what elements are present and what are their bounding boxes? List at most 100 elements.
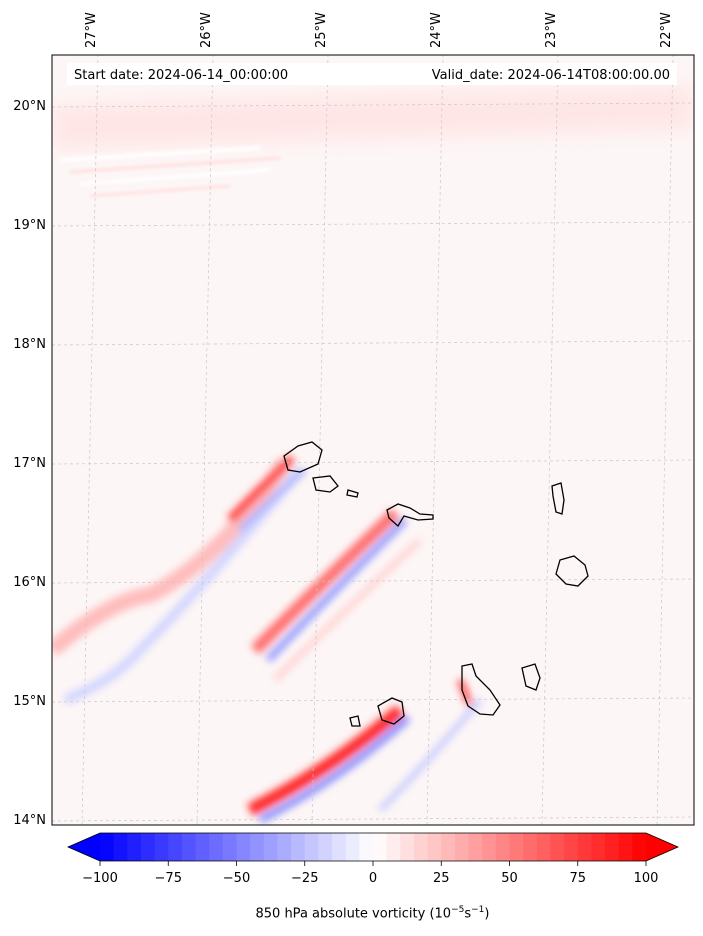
island-brava [349, 715, 361, 727]
island-maio [521, 663, 541, 691]
map-plot-area: Start date: 2024-06-14_00:00:00 Valid_da… [51, 54, 695, 826]
colorbar-segment-7 [195, 833, 210, 861]
colorbar-segment-20 [373, 833, 388, 861]
lat-label-6: 14°N [13, 813, 46, 828]
longitude-labels: 27°W 26°W 25°W 24°W 23°W 22°W [84, 12, 674, 48]
colorbar-label-main: 850 hPa absolute vorticity (10 [255, 906, 452, 922]
colorbar-segment-12 [263, 833, 278, 861]
lat-label-2: 18°N [13, 337, 46, 352]
map-background [52, 55, 694, 825]
colorbar-segment-10 [236, 833, 251, 861]
colorbar: −100 −75 −50 −25 0 25 50 75 100 [67, 832, 679, 886]
lat-label-0: 20°N [13, 99, 46, 114]
colorbar-segment-2 [127, 833, 142, 861]
colorbar-segment-14 [291, 833, 306, 861]
colorbar-segment-22 [400, 833, 415, 861]
colorbar-segment-24 [427, 833, 442, 861]
lon-label-5: 22°W [659, 12, 674, 48]
colorbar-segment-15 [304, 833, 319, 861]
island-sao-nicolau [386, 503, 434, 528]
colorbar-segment-5 [168, 833, 183, 861]
latitude-labels: 20°N 19°N 18°N 17°N 16°N 15°N 14°N [13, 99, 46, 828]
colorbar-label: 850 hPa absolute vorticity (10−5s−1) [0, 905, 703, 921]
colorbar-segment-34 [564, 833, 579, 861]
island-santa-luzia [346, 489, 359, 498]
colorbar-segment-6 [181, 833, 197, 861]
vorticity-field [52, 55, 694, 825]
colorbar-segment-16 [318, 833, 333, 861]
lon-label-3: 24°W [429, 12, 444, 48]
lat-label-5: 15°N [13, 694, 46, 709]
colorbar-segment-32 [536, 833, 551, 861]
colorbar-segment-30 [509, 833, 524, 861]
colorbar-segment-38 [618, 833, 633, 861]
colorbar-segment-36 [591, 833, 606, 861]
colorbar-segment-29 [495, 833, 510, 861]
colorbar-tick-label-4: 0 [369, 871, 377, 886]
lon-label-4: 23°W [544, 12, 559, 48]
colorbar-segment-0 [100, 833, 115, 861]
colorbar-segment-27 [468, 833, 483, 861]
island-santiago [461, 663, 501, 716]
faint-positive-band [52, 85, 694, 150]
colorbar-segment-1 [113, 833, 128, 861]
lat-label-3: 17°N [13, 456, 46, 471]
colorbar-segment-26 [454, 833, 470, 861]
colorbar-segment-21 [386, 833, 401, 861]
colorbar-label-unit: s [464, 906, 472, 922]
colorbar-extend-left [68, 833, 100, 861]
colorbar-segment-25 [441, 833, 456, 861]
colorbar-segment-37 [605, 833, 620, 861]
colorbar-segment-23 [413, 833, 429, 861]
island-boa-vista [555, 555, 589, 587]
gridlines [52, 55, 694, 825]
colorbar-tick-label-3: −25 [291, 871, 318, 886]
colorbar-tick-label-0: −100 [82, 871, 118, 886]
colorbar-tick-label-2: −50 [223, 871, 250, 886]
lat-label-1: 19°N [13, 218, 46, 233]
west-rainband [52, 454, 307, 705]
colorbar-tick-label-7: 75 [569, 871, 586, 886]
colorbar-label-end: ) [484, 906, 490, 922]
colorbar-segment-3 [140, 833, 156, 861]
start-date-label: Start date: 2024-06-14_00:00:00 [74, 68, 288, 83]
lon-label-0: 27°W [84, 12, 99, 48]
colorbar-label-exp2: −1 [471, 905, 485, 915]
colorbar-extend-right [646, 833, 678, 861]
colorbar-segment-17 [332, 833, 347, 861]
island-santo-antao [283, 441, 323, 473]
colorbar-segment-8 [209, 833, 224, 861]
colorbar-tick-label-8: 100 [634, 871, 659, 886]
colorbar-segment-33 [550, 833, 565, 861]
colorbar-segment-13 [277, 833, 292, 861]
lon-label-1: 26°W [199, 12, 214, 48]
wave-streaks-north [59, 146, 281, 198]
colorbar-segment-4 [154, 833, 169, 861]
colorbar-segment-31 [523, 833, 538, 861]
middle-rainband [250, 508, 423, 683]
colorbar-segment-39 [632, 833, 647, 861]
colorbar-segment-28 [482, 833, 497, 861]
lat-label-4: 16°N [13, 575, 46, 590]
island-sao-vicente [312, 475, 339, 493]
island-sal [551, 482, 565, 515]
coastlines [283, 441, 589, 727]
valid-date-label: Valid_date: 2024-06-14T08:00:00.00 [432, 68, 670, 83]
south-rainband [247, 678, 483, 824]
colorbar-segment-9 [222, 833, 237, 861]
island-fogo [377, 697, 405, 725]
colorbar-tick-label-5: 25 [433, 871, 450, 886]
colorbar-ticks: −100 −75 −50 −25 0 25 50 75 100 [82, 861, 658, 886]
date-info-box [67, 63, 677, 85]
colorbar-segment-11 [250, 833, 265, 861]
colorbar-tick-label-6: 50 [501, 871, 518, 886]
colorbar-tick-label-1: −75 [155, 871, 182, 886]
colorbar-label-exp1: −5 [451, 905, 465, 915]
colorbar-segment-19 [359, 833, 374, 861]
map-frame [51, 54, 695, 826]
colorbar-segments [100, 833, 647, 861]
lon-label-2: 25°W [314, 12, 329, 48]
colorbar-segment-18 [345, 833, 360, 861]
colorbar-segment-35 [577, 833, 592, 861]
